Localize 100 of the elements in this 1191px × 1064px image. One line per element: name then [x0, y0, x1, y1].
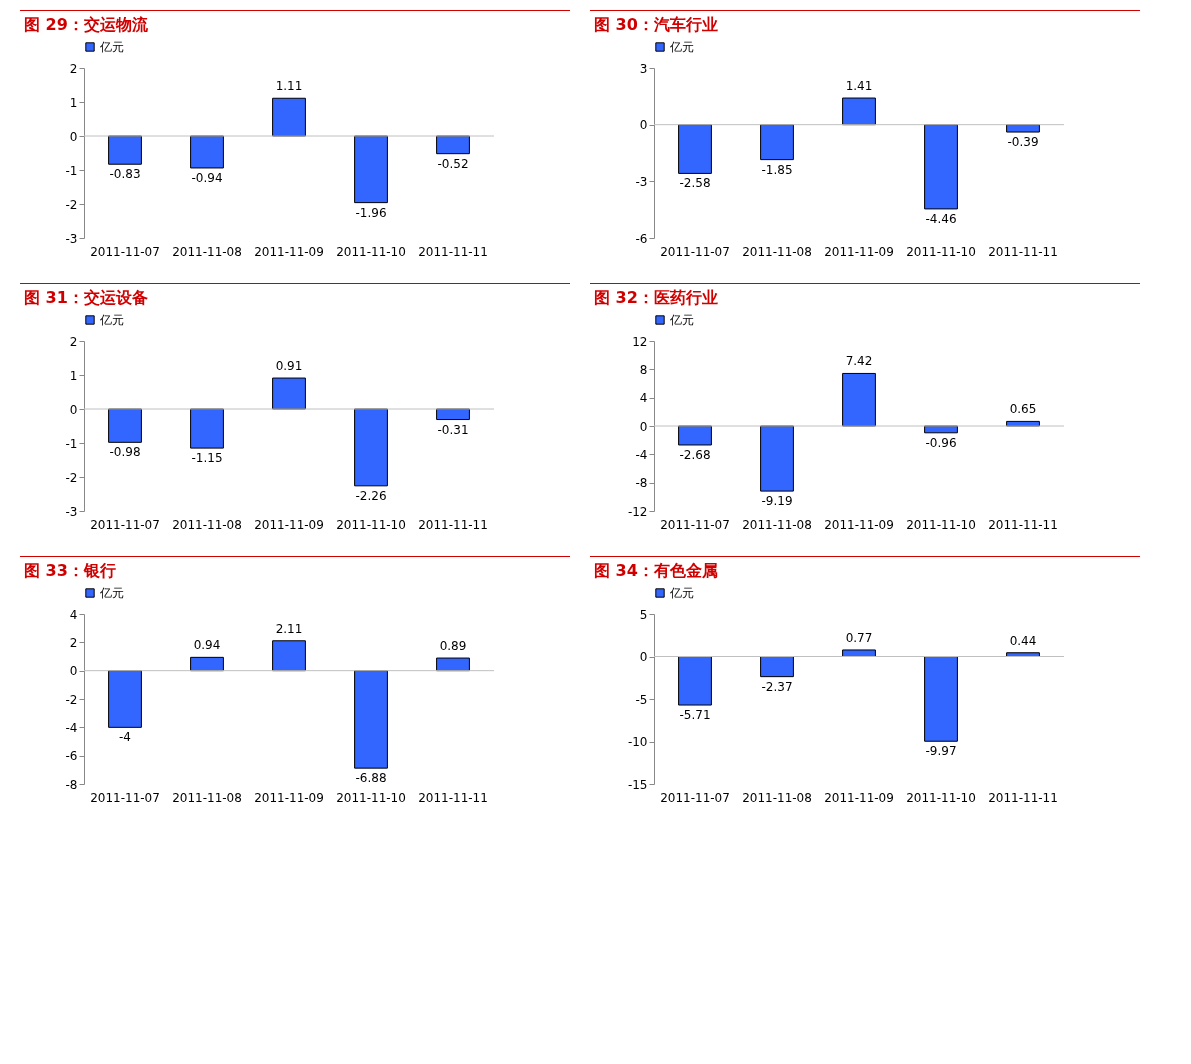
bar [354, 670, 388, 769]
legend-label: 亿元 [99, 586, 124, 600]
x-tick-label: 2011-11-09 [824, 244, 894, 259]
y-tick-label: 2 [69, 334, 78, 349]
x-tick-label: 2011-11-10 [336, 790, 406, 805]
data-label: -0.52 [437, 156, 469, 171]
bar [924, 656, 958, 742]
x-tick-label: 2011-11-11 [988, 790, 1058, 805]
bar [190, 656, 224, 672]
data-label: -4.46 [925, 211, 957, 226]
x-tick-label: 2011-11-07 [90, 244, 160, 259]
bar [760, 425, 794, 492]
x-tick-label: 2011-11-11 [988, 517, 1058, 532]
x-tick-label: 2011-11-09 [254, 244, 324, 259]
y-tick-label: -5 [635, 692, 648, 707]
bar [678, 425, 712, 446]
y-tick-label: 0 [69, 402, 78, 417]
x-tick-label: 2011-11-07 [660, 517, 730, 532]
data-label: -1.96 [355, 205, 387, 220]
y-tick-label: -1 [65, 163, 78, 178]
x-tick-label: 2011-11-10 [336, 517, 406, 532]
y-tick-label: -3 [65, 231, 78, 246]
bar [108, 670, 142, 728]
legend-label: 亿元 [669, 40, 694, 54]
x-tick-label: 2011-11-08 [742, 244, 812, 259]
x-tick-label: 2011-11-07 [90, 790, 160, 805]
data-label: 2.11 [275, 621, 303, 636]
x-tick-label: 2011-11-09 [824, 517, 894, 532]
y-tick-label: 0 [639, 650, 648, 664]
data-label: 0.44 [1009, 633, 1037, 648]
data-label: -4 [119, 730, 131, 745]
y-tick-label: -15 [627, 777, 648, 792]
y-tick-label: 4 [639, 391, 648, 406]
x-tick-label: 2011-11-07 [660, 244, 730, 259]
y-tick-label: -3 [65, 504, 78, 519]
x-tick-label: 2011-11-11 [418, 244, 488, 259]
chart-title: 图 32：医药行业 [594, 288, 718, 307]
data-label: -2.37 [761, 679, 793, 694]
x-tick-label: 2011-11-08 [742, 790, 812, 805]
y-tick-label: 1 [69, 368, 78, 383]
y-tick-label: -4 [65, 720, 78, 735]
x-tick-label: 2011-11-10 [336, 244, 406, 259]
legend-label: 亿元 [669, 313, 694, 327]
data-label: -1.85 [761, 162, 793, 177]
y-tick-label: 2 [69, 61, 78, 76]
y-tick-label: -10 [627, 735, 648, 749]
y-tick-label: 0 [639, 419, 648, 434]
data-label: -0.31 [437, 422, 469, 437]
chart-title: 图 29：交运物流 [24, 15, 149, 34]
x-tick-label: 2011-11-11 [418, 790, 488, 805]
legend-label: 亿元 [99, 40, 124, 54]
bar [842, 372, 876, 427]
y-tick-label: -6 [635, 231, 648, 246]
x-tick-label: 2011-11-10 [906, 790, 976, 805]
data-label: 0.77 [845, 630, 873, 645]
x-tick-label: 2011-11-08 [172, 790, 242, 805]
data-label: -2.58 [679, 176, 711, 191]
x-tick-label: 2011-11-08 [172, 517, 242, 532]
data-label: 0.89 [439, 639, 467, 654]
y-tick-label: 0 [639, 118, 648, 133]
y-tick-label: 1 [69, 95, 78, 110]
x-tick-label: 2011-11-07 [660, 790, 730, 805]
data-label: -2.68 [679, 447, 711, 462]
y-tick-label: -2 [65, 470, 78, 485]
legend-label: 亿元 [669, 586, 694, 600]
data-label: 7.42 [845, 354, 873, 369]
y-tick-label: 3 [639, 61, 648, 76]
y-tick-label: 2 [69, 635, 78, 650]
data-label: 0.94 [193, 638, 221, 653]
x-tick-label: 2011-11-09 [254, 790, 324, 805]
y-tick-label: 0 [69, 129, 78, 144]
chart-title: 图 34：有色金属 [594, 561, 718, 580]
data-label: -5.71 [679, 708, 711, 723]
data-label: -0.94 [191, 170, 223, 185]
bar [272, 640, 306, 672]
data-label: 0.65 [1009, 402, 1037, 417]
data-label: 1.11 [275, 79, 303, 94]
y-tick-label: 0 [69, 664, 78, 679]
x-tick-label: 2011-11-09 [254, 517, 324, 532]
y-tick-label: 5 [639, 607, 648, 622]
bar [760, 656, 794, 678]
y-tick-label: -8 [65, 777, 78, 792]
y-tick-label: -6 [65, 749, 78, 764]
y-tick-label: 4 [69, 607, 78, 622]
y-tick-label: 8 [639, 362, 648, 377]
data-label: -0.39 [1007, 135, 1039, 150]
y-tick-label: -2 [65, 197, 78, 212]
x-tick-label: 2011-11-08 [742, 517, 812, 532]
data-label: -6.88 [355, 771, 387, 786]
x-tick-label: 2011-11-10 [906, 517, 976, 532]
data-label: -0.83 [109, 167, 141, 182]
data-label: -2.26 [355, 488, 387, 503]
y-tick-label: 12 [632, 334, 648, 349]
x-tick-label: 2011-11-10 [906, 244, 976, 259]
chart-title: 图 31：交运设备 [24, 288, 148, 307]
y-tick-label: -3 [635, 174, 648, 189]
data-label: -9.19 [761, 494, 793, 509]
bar [436, 657, 470, 672]
x-tick-label: 2011-11-08 [172, 244, 242, 259]
bar [678, 656, 712, 706]
